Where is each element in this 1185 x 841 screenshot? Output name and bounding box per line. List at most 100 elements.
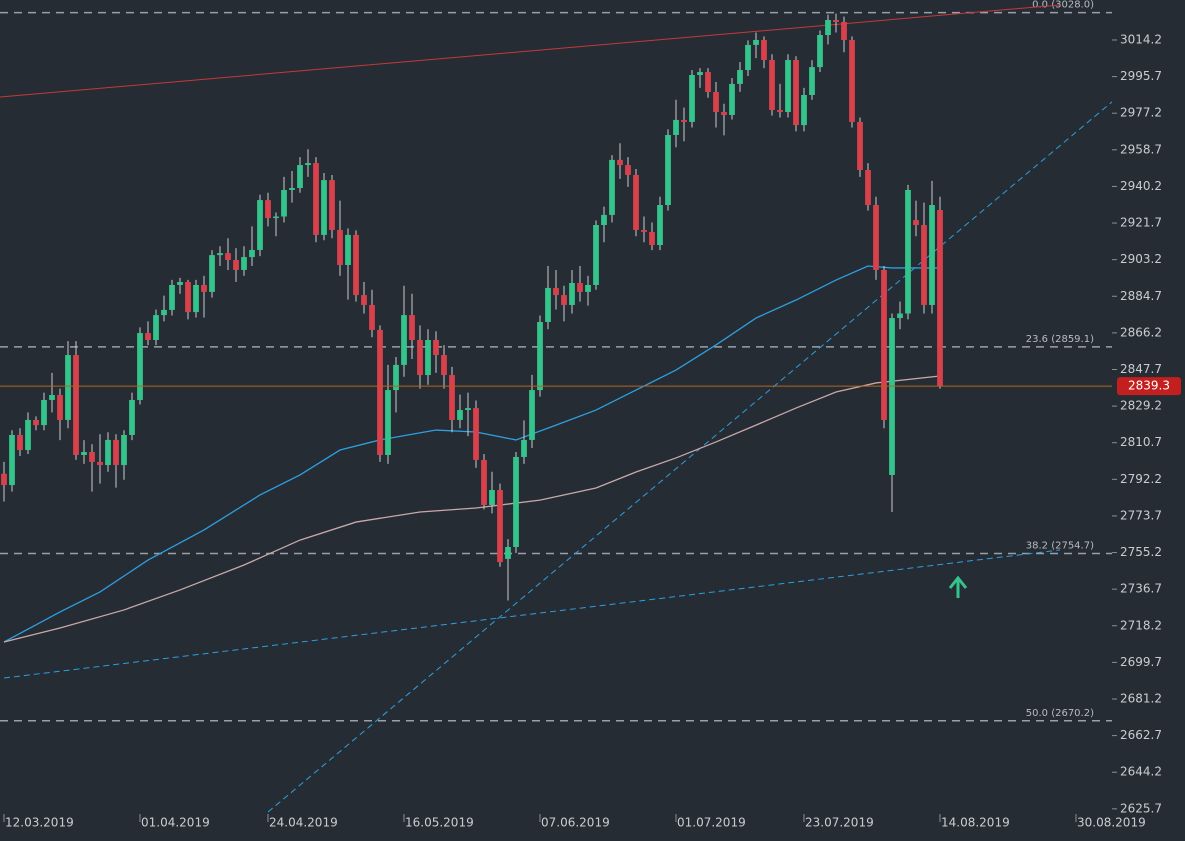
candle-body — [169, 284, 175, 310]
x-tick-label: 01.04.2019 — [141, 816, 210, 830]
candle-body — [657, 205, 663, 246]
candle-body — [793, 59, 799, 126]
y-tick-label: 2958.7 — [1120, 142, 1162, 156]
candle-body — [769, 59, 775, 111]
candle-body — [801, 94, 807, 126]
candle-body — [209, 255, 215, 292]
x-tick-label: 30.08.2019 — [1077, 816, 1146, 830]
y-tick-label: 2736.7 — [1120, 582, 1162, 596]
candle-body — [337, 229, 343, 265]
candle-body — [849, 39, 855, 122]
candle-body — [673, 119, 679, 135]
candle-body — [633, 174, 639, 230]
candle-body — [193, 284, 199, 313]
y-tick-label: 2773.7 — [1120, 508, 1162, 522]
candle-body — [889, 318, 895, 475]
candle-body — [17, 434, 23, 451]
candle-body — [641, 229, 647, 232]
candle-body — [241, 257, 247, 270]
candle-body — [649, 231, 655, 246]
candle-body — [585, 284, 591, 292]
candle-body — [393, 364, 399, 391]
candle-body — [785, 59, 791, 113]
candle-body — [385, 390, 391, 455]
candle-body — [473, 408, 479, 460]
y-tick-label: 2921.7 — [1120, 216, 1162, 230]
candle-body — [737, 70, 743, 84]
candle-body — [489, 490, 495, 506]
fib-label: 38.2 (2754.7) — [1026, 541, 1094, 552]
candle-body — [177, 282, 183, 285]
candle-body — [465, 408, 471, 411]
candle-body — [497, 490, 503, 563]
candle-body — [9, 434, 15, 486]
y-tick-label: 3014.2 — [1120, 32, 1162, 46]
y-tick-label: 2829.2 — [1120, 399, 1162, 413]
x-tick-label: 12.03.2019 — [5, 816, 74, 830]
candle-body — [257, 200, 263, 250]
candle-body — [865, 169, 871, 206]
up-arrow — [948, 575, 968, 598]
candle-body — [121, 434, 127, 466]
candle-body — [97, 461, 103, 466]
candle-body — [273, 216, 279, 219]
trend-line — [267, 101, 1113, 813]
candle-body — [409, 315, 415, 340]
candle-body — [569, 283, 575, 305]
candle-body — [681, 119, 687, 122]
candle-body — [129, 399, 135, 435]
candle-body — [369, 304, 375, 330]
candle-body — [73, 355, 79, 455]
candle-body — [33, 419, 39, 426]
candle-body — [41, 399, 47, 426]
y-tick-label: 2995.7 — [1120, 69, 1162, 83]
x-tick-label: 07.06.2019 — [541, 816, 610, 830]
candle-body — [929, 205, 935, 305]
candle-body — [345, 234, 351, 265]
y-tick-label: 2866.2 — [1120, 325, 1162, 339]
y-tick-label: 2847.7 — [1120, 362, 1162, 376]
candle-body — [537, 321, 543, 391]
candle-body — [833, 19, 839, 22]
candle-body — [601, 214, 607, 226]
candle-body — [857, 121, 863, 170]
x-tick-label: 23.07.2019 — [805, 816, 874, 830]
candle-body — [417, 339, 423, 376]
candle-body — [753, 39, 759, 45]
candle-body — [321, 180, 327, 235]
y-tick-label: 2940.2 — [1120, 179, 1162, 193]
candle-body — [281, 189, 287, 217]
candle-body — [817, 35, 823, 68]
candle-body — [905, 189, 911, 314]
candle-body — [361, 295, 367, 305]
y-tick-label: 2681.2 — [1120, 691, 1162, 705]
candle-body — [881, 269, 887, 420]
candle-body — [329, 180, 335, 230]
candle-body — [713, 92, 719, 113]
candle-body — [57, 395, 63, 420]
candle-body — [873, 205, 879, 270]
x-tick-label: 24.04.2019 — [269, 816, 338, 830]
y-tick-label: 2644.2 — [1120, 765, 1162, 779]
candle-body — [233, 260, 239, 270]
candle-body — [1, 473, 7, 486]
candle-body — [185, 282, 191, 313]
candle-body — [289, 188, 295, 190]
candle-body — [145, 333, 151, 340]
candle-body — [921, 225, 927, 305]
trend-line — [0, 4, 1061, 98]
candle-body — [377, 329, 383, 455]
candle-body — [25, 419, 31, 451]
candle-body — [561, 295, 567, 305]
candle-body — [457, 410, 463, 420]
candle-body — [297, 165, 303, 189]
x-tick-label: 01.07.2019 — [677, 816, 746, 830]
candle-body — [153, 315, 159, 340]
candle-body — [113, 439, 119, 466]
candle-body — [161, 309, 167, 316]
fib-label: 50.0 (2670.2) — [1026, 708, 1094, 719]
candle-body — [721, 112, 727, 115]
candle-body — [809, 67, 815, 95]
candle-body — [665, 134, 671, 206]
